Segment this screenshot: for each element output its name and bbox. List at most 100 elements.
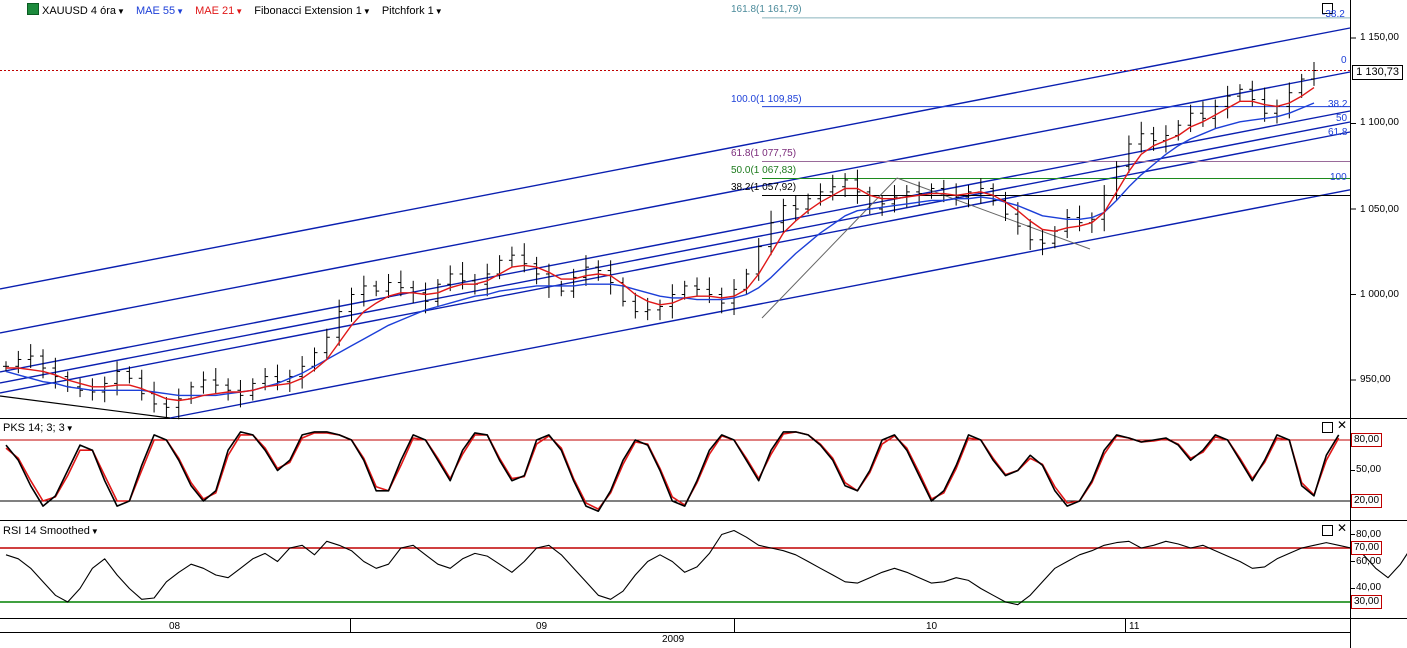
fib-trend-line <box>896 177 1091 250</box>
price-bar <box>990 183 997 206</box>
price-bar <box>138 369 145 401</box>
price-bar <box>1150 126 1157 151</box>
price-bar <box>175 388 182 420</box>
price-bar <box>447 265 454 292</box>
price-bar <box>15 350 22 374</box>
pks-label: PKS 14; 3; 3 <box>3 422 65 434</box>
price-bar <box>632 292 639 319</box>
moving-averages <box>5 87 1315 402</box>
pitchfork-level-50: 50 <box>1336 113 1348 124</box>
price-bar <box>619 277 626 307</box>
dropdown-arrow-icon[interactable]: ▼ <box>362 7 371 16</box>
price-bar <box>27 344 34 369</box>
pks-mid-tick: 50,00 <box>1356 464 1382 475</box>
dropdown-arrow-icon: ▼ <box>65 424 74 433</box>
pitchfork-level-0: 0 <box>1341 55 1347 66</box>
price-bar <box>237 380 244 408</box>
pitchfork-line <box>0 110 1351 373</box>
price-bar <box>508 246 515 268</box>
price-bar <box>1101 185 1108 232</box>
maximize-pane-icon[interactable] <box>1322 3 1333 14</box>
pitchfork-line <box>169 189 1351 419</box>
fib-label-50: 50.0(1 067,83) <box>731 165 797 176</box>
price-bar <box>1014 202 1021 235</box>
mae55-label[interactable]: MAE 55 <box>135 5 176 17</box>
price-bar <box>595 260 602 281</box>
price-bar <box>780 198 787 233</box>
price-bar <box>40 349 47 379</box>
price-tick: 1 150,00 <box>1360 32 1399 43</box>
price-bar <box>1002 191 1009 221</box>
fib-extension-label[interactable]: Fibonacci Extension 1 <box>254 5 362 17</box>
dropdown-arrow-icon[interactable]: ▼ <box>116 7 125 16</box>
price-bar <box>422 282 429 314</box>
price-bar <box>64 371 71 392</box>
rsi-tick-40: 40,00 <box>1356 582 1382 593</box>
oscillator-lines <box>0 431 1407 606</box>
pitchfork-line <box>0 27 1351 290</box>
price-tick: 950,00 <box>1360 374 1391 385</box>
price-bar <box>1027 219 1034 251</box>
pitchfork-line <box>0 71 1351 334</box>
time-year-label: 2009 <box>662 634 685 645</box>
pitchfork-level-100: 100 <box>1330 172 1347 183</box>
maximize-pane-icon[interactable] <box>1322 525 1333 536</box>
price-bar <box>521 243 528 273</box>
dropdown-arrow-icon[interactable]: ▼ <box>434 7 443 16</box>
price-bar <box>965 185 972 208</box>
price-bar <box>669 284 676 319</box>
price-bar <box>570 268 577 298</box>
price-bar <box>397 270 404 297</box>
price-bar <box>854 169 861 204</box>
mae21-label[interactable]: MAE 21 <box>195 5 235 17</box>
close-pane-icon[interactable]: ✕ <box>1337 418 1348 432</box>
price-bar <box>718 287 725 314</box>
price-bar <box>1175 120 1182 141</box>
fib-label-100: 100.0(1 109,85) <box>731 94 802 105</box>
pks-signal-line <box>5 431 1340 510</box>
rsi-line <box>5 529 1407 606</box>
fib-trend-line <box>761 177 898 319</box>
price-bar <box>200 371 207 394</box>
fib-label-161: 161.8(1 161,79) <box>731 4 802 15</box>
symbol-label[interactable]: XAUUSD 4 óra <box>42 5 116 17</box>
pks-lower-level: 20,00 <box>1351 494 1383 508</box>
price-bar <box>582 255 589 286</box>
pitchfork <box>0 27 1351 419</box>
rsi-header[interactable]: RSI 14 Smoothed▼ <box>3 524 99 539</box>
price-tick: 1 100,00 <box>1360 117 1399 128</box>
price-bar <box>657 299 663 321</box>
maximize-pane-icon[interactable] <box>1322 422 1333 433</box>
price-bar <box>3 361 9 372</box>
dropdown-arrow-icon[interactable]: ▼ <box>235 7 244 16</box>
dropdown-arrow-icon[interactable]: ▼ <box>176 7 185 16</box>
pitchfork-label[interactable]: Pitchfork 1 <box>381 5 434 17</box>
price-bar <box>188 381 195 404</box>
price-bars <box>3 61 1317 420</box>
mae55-line <box>5 102 1315 397</box>
axis-ticks <box>0 37 1356 381</box>
time-tick-10: 10 <box>926 621 938 632</box>
price-bar <box>731 279 738 316</box>
pks-header[interactable]: PKS 14; 3; 3▼ <box>3 421 74 436</box>
price-bar <box>1064 209 1071 239</box>
price-bar <box>151 381 158 413</box>
pitchfork-level-neg382: -38.2 <box>1322 9 1345 20</box>
pitchfork-line <box>0 121 1351 384</box>
price-bar <box>1138 121 1145 153</box>
price-bar <box>299 356 306 389</box>
price-tick: 1 050,00 <box>1360 204 1399 215</box>
fibonacci-lines <box>761 17 1350 319</box>
price-bar <box>225 378 232 401</box>
price-bar <box>681 280 688 300</box>
pitchfork-level-382: 38.2 <box>1328 99 1348 110</box>
price-bar <box>348 287 355 322</box>
price-bar <box>1076 205 1083 232</box>
price-bar <box>866 186 873 215</box>
close-pane-icon[interactable]: ✕ <box>1337 521 1348 535</box>
price-bar <box>1199 101 1206 127</box>
price-bar <box>706 277 713 304</box>
rsi-lower-level: 30,00 <box>1351 595 1383 609</box>
